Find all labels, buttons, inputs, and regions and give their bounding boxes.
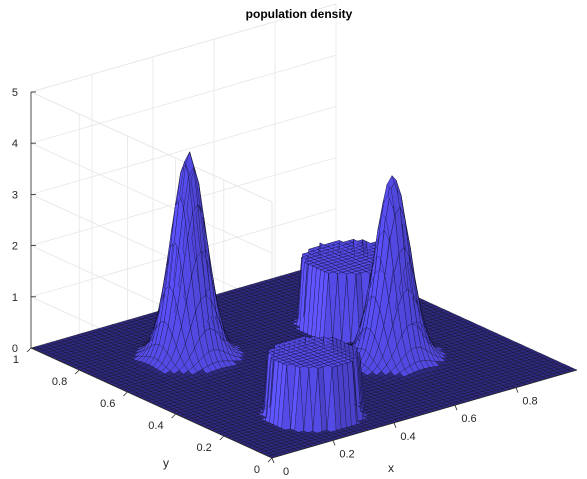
z-tick-label: 5: [12, 87, 18, 99]
z-tick-label: 1: [12, 292, 18, 304]
x-tick-mark: [393, 422, 397, 428]
x-tick-label: 0.4: [400, 431, 415, 443]
z-tick-label: 3: [12, 189, 18, 201]
y-tick-label: 1: [13, 354, 19, 366]
z-tick-label: 2: [12, 241, 18, 253]
x-axis-label: x: [388, 461, 394, 475]
y-tick-mark: [171, 413, 176, 419]
x-tick-mark: [454, 405, 458, 411]
y-tick-mark: [123, 391, 128, 397]
x-tick-label: 0: [283, 466, 289, 478]
y-tick-label: 0.4: [148, 420, 163, 432]
y-tick-label: 0.8: [52, 376, 67, 388]
z-tick-label: 0: [12, 343, 18, 355]
y-tick-label: 0.2: [197, 442, 212, 454]
y-tick-mark: [74, 369, 80, 375]
x-tick-label: 0.6: [461, 413, 476, 425]
y-tick-mark: [219, 435, 225, 441]
y-axis-label: y: [163, 456, 169, 470]
y-tick-mark: [26, 347, 32, 353]
y-tick-label: 0: [254, 464, 260, 476]
x-tick-label: 0.2: [339, 448, 354, 460]
x-tick-mark: [271, 457, 275, 464]
x-tick-label: 0.8: [522, 396, 537, 408]
x-tick-mark: [332, 440, 336, 446]
y-tick-mark: [267, 457, 273, 463]
surface-layer: [30, 151, 578, 459]
chart-title: population density: [246, 7, 353, 21]
z-tick-label: 4: [12, 138, 18, 150]
y-tick-label: 0.6: [100, 398, 115, 410]
x-tick-mark: [515, 387, 519, 393]
